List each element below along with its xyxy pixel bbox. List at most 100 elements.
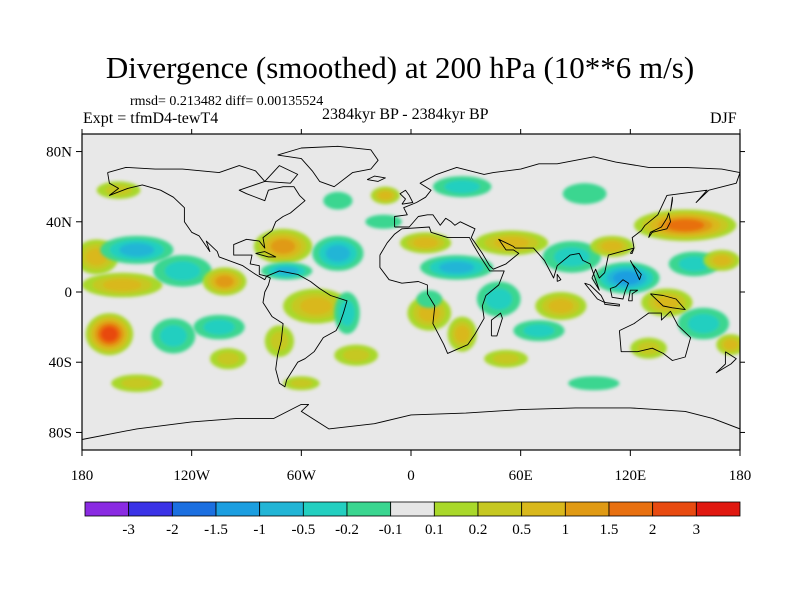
anomaly-region [209, 348, 247, 370]
anomaly-region [562, 183, 607, 205]
anomaly-region [365, 214, 402, 229]
colorbar-label: -2 [166, 522, 179, 538]
coastline-australia [618, 310, 692, 361]
coastline-philippines [629, 260, 642, 281]
colorbar-swatch [608, 501, 654, 517]
colorbar-swatch [171, 501, 217, 517]
coastline-africa [379, 226, 505, 354]
coastline-great-britain [399, 189, 414, 205]
colorbar-swatch [433, 501, 479, 517]
coastline-antarctica [82, 403, 740, 440]
x-tick-label: 120W [173, 468, 211, 484]
colorbar-label: 3 [693, 522, 701, 538]
anomaly-region [716, 334, 740, 356]
coastline-borneo [609, 279, 629, 300]
plot-title: Divergence (smoothed) at 200 hPa (10**6 … [105, 50, 695, 85]
x-tick-label: 120E [614, 468, 646, 484]
x-tick-label: 0 [407, 468, 415, 484]
coastline-south-america [262, 270, 348, 388]
colorbar: -3 -2 -1.5 -1 -0.5 -0.2 -0.1 0.1 0.2 0.5 1 1.5 2 3 [84, 501, 741, 538]
y-tick-label: 40N [46, 215, 72, 231]
colorbar-swatch [302, 501, 348, 517]
y-tick-label: 0 [65, 285, 73, 301]
coastline-new-zealand [715, 351, 737, 374]
anomaly-region [111, 374, 163, 393]
coastlines [82, 145, 740, 440]
anomaly-region [334, 344, 379, 366]
x-tick-label: 180 [729, 468, 752, 484]
anomaly-region [370, 186, 401, 205]
anomaly-region [283, 288, 349, 324]
anomaly-region [447, 316, 477, 352]
anomaly-region [590, 235, 634, 257]
colorbar-swatch [215, 501, 261, 517]
coastline-north-america [107, 165, 306, 281]
anomaly-region [193, 314, 245, 340]
coastline-new-guinea [650, 293, 686, 311]
anomaly-region [153, 255, 212, 287]
anomaly-region [432, 176, 492, 198]
coastline-eurasia [394, 156, 740, 291]
anomaly-region [542, 241, 602, 273]
anomaly-region [96, 181, 141, 199]
coastline-sulawesi [628, 289, 639, 302]
coastline-baffin [264, 165, 299, 184]
anomaly-region [633, 209, 737, 242]
colorbar-label: 0.5 [512, 522, 531, 538]
coastline-iceland [366, 175, 386, 182]
anomaly-region [476, 281, 521, 317]
anomaly-region [484, 349, 528, 368]
y-tick-label: 80N [46, 145, 72, 161]
colorbar-label: -0.5 [291, 522, 315, 538]
coastline-taiwan [629, 247, 635, 254]
coastline-japan [648, 212, 671, 238]
axis-ticks: 180 120W 60W 0 60E 120E 180 80N 40N 0 40S 80S [46, 129, 751, 484]
anomaly-region [593, 262, 660, 294]
period-label: 2384kyr BP - 2384kyr BP [322, 106, 489, 123]
coastline-madagascar [490, 312, 503, 337]
season-label: DJF [710, 110, 737, 127]
colorbar-swatch [652, 501, 697, 517]
coastline-sumatra [584, 282, 606, 303]
anomaly-region [253, 228, 313, 264]
colorbar-label: -0.2 [335, 522, 359, 538]
colorbar-swatch [564, 501, 610, 517]
colorbar-swatch [521, 501, 566, 517]
anomaly-region [202, 267, 247, 296]
y-tick-label: 80S [49, 425, 72, 441]
colorbar-swatch [84, 501, 130, 517]
anomaly-region [261, 262, 313, 280]
anomaly-region [312, 235, 364, 271]
experiment-label: Expt = tfmD4-tewT4 [83, 110, 219, 127]
anomaly-region [513, 320, 565, 342]
anomaly-region [100, 235, 174, 264]
anomaly-region [630, 337, 667, 359]
anomaly-region [82, 272, 163, 298]
anomaly-region [334, 292, 360, 335]
coastline-sri-lanka [556, 273, 562, 282]
anomaly-region [283, 376, 320, 391]
anomaly-region [641, 288, 693, 317]
y-tick-label: 40S [49, 355, 72, 371]
colorbar-label: 0.2 [469, 522, 488, 538]
anomaly-region [400, 232, 452, 254]
divergence-field [82, 176, 740, 393]
colorbar-label: -3 [122, 522, 135, 538]
anomaly-region [703, 249, 740, 271]
coastline-kamchatka-islands [670, 196, 673, 212]
anomaly-region [677, 307, 730, 340]
colorbar-swatch [259, 501, 304, 517]
colorbar-label: -0.1 [379, 522, 403, 538]
x-tick-label: 180 [71, 468, 94, 484]
anomaly-region [416, 290, 443, 308]
colorbar-swatch [346, 501, 392, 517]
colorbar-label: -1.5 [204, 522, 228, 538]
anomaly-region [407, 295, 452, 331]
anomaly-region [151, 318, 196, 354]
colorbar-label: -1 [253, 522, 266, 538]
colorbar-swatch [390, 501, 435, 517]
anomaly-region [474, 230, 549, 256]
coastline-greenland [277, 145, 379, 188]
x-tick-label: 60E [509, 468, 533, 484]
